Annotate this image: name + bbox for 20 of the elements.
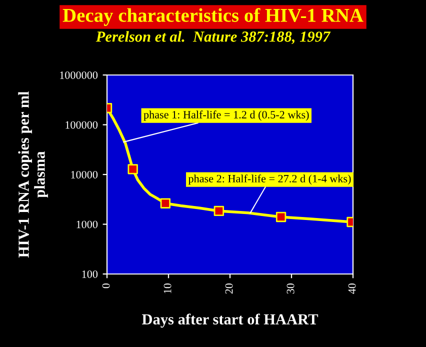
y-tick-label: 1000000 xyxy=(60,71,98,79)
x-tick-label: 0 xyxy=(102,283,110,288)
x-tick-label: 10 xyxy=(164,283,172,294)
annotation: phase 2: Half-life = 27.2 d (1-4 wks) xyxy=(188,174,351,185)
y-tick-label: 100 xyxy=(82,270,98,278)
chart-title: Decay characteristics of HIV-1 RNA xyxy=(62,8,364,26)
y-axis-title: HIV-1 RNA copies per ml plasma xyxy=(18,91,48,258)
point xyxy=(276,212,286,222)
point xyxy=(214,206,224,216)
y-tick-label: 1000 xyxy=(76,220,98,228)
y-tick-label: 10000 xyxy=(71,170,98,178)
annotation: phase 1: Half-life = 1.2 d (0.5-2 wks) xyxy=(144,110,309,121)
x-axis-title: Days after start of HAART xyxy=(142,314,318,328)
x-tick-label: 20 xyxy=(225,283,233,294)
chart-subtitle: Perelson et al. Nature 387:188, 1997 xyxy=(96,31,331,44)
x-tick-label: 40 xyxy=(348,283,356,294)
point xyxy=(160,198,171,208)
point xyxy=(128,164,138,174)
y-tick-label: 100000 xyxy=(66,121,98,129)
x-tick-label: 30 xyxy=(286,283,294,294)
